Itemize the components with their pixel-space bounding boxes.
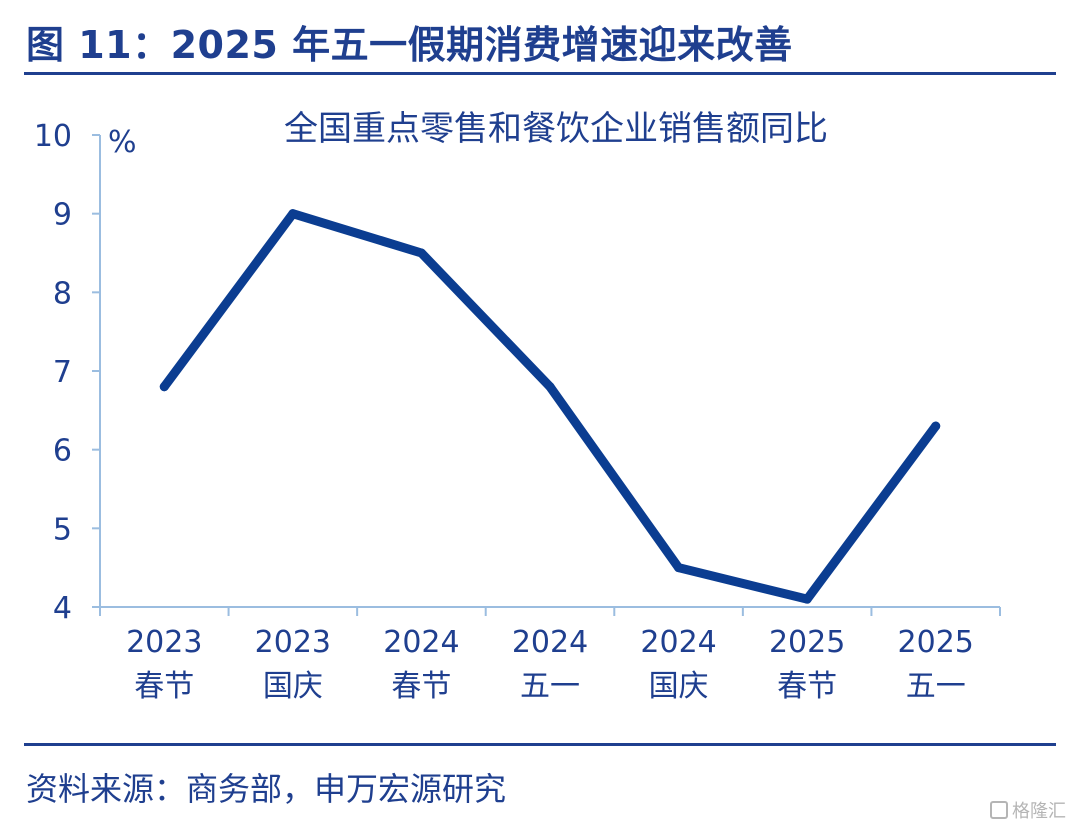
y-tick-label: 10 <box>34 119 72 154</box>
y-tick-label: 7 <box>53 355 72 390</box>
data-point <box>931 421 941 431</box>
y-tick-label: 5 <box>53 512 72 547</box>
top-divider <box>24 72 1056 75</box>
y-tick-label: 9 <box>53 198 72 233</box>
watermark: 格隆汇 <box>990 797 1066 823</box>
y-tick-label: 6 <box>53 434 72 469</box>
x-tick-label: 2025 春节 <box>769 625 845 704</box>
x-tick-label: 2024 五一 <box>512 625 588 704</box>
figure-title: 图 11：2025 年五一假期消费增速迎来改善 <box>26 23 793 67</box>
chart-title: 全国重点零售和餐饮企业销售额同比 <box>284 109 828 149</box>
bottom-divider <box>24 743 1056 746</box>
watermark-logo-icon <box>990 801 1008 819</box>
data-point <box>416 248 426 258</box>
x-tick-label: 2023 国庆 <box>255 625 331 704</box>
data-point <box>674 563 684 573</box>
data-point <box>288 209 298 219</box>
data-point <box>159 382 169 392</box>
y-axis-unit: % <box>108 125 137 160</box>
data-point <box>545 382 555 392</box>
watermark-text: 格隆汇 <box>1012 801 1066 822</box>
data-point <box>802 594 812 604</box>
series-line <box>159 209 941 604</box>
x-tick-label: 2023 春节 <box>126 625 202 704</box>
source-note: 资料来源：商务部，申万宏源研究 <box>26 770 507 808</box>
x-tick-label: 2025 五一 <box>898 625 974 704</box>
x-tick-label: 2024 国庆 <box>640 625 716 704</box>
y-tick-label: 8 <box>53 276 72 311</box>
line-chart: 全国重点零售和餐饮企业销售额同比 % 4 5 6 7 8 9 10 2023 春节 2023 国庆… <box>34 109 1001 704</box>
y-tick-label: 4 <box>53 591 72 626</box>
x-tick-label: 2024 春节 <box>383 625 459 704</box>
